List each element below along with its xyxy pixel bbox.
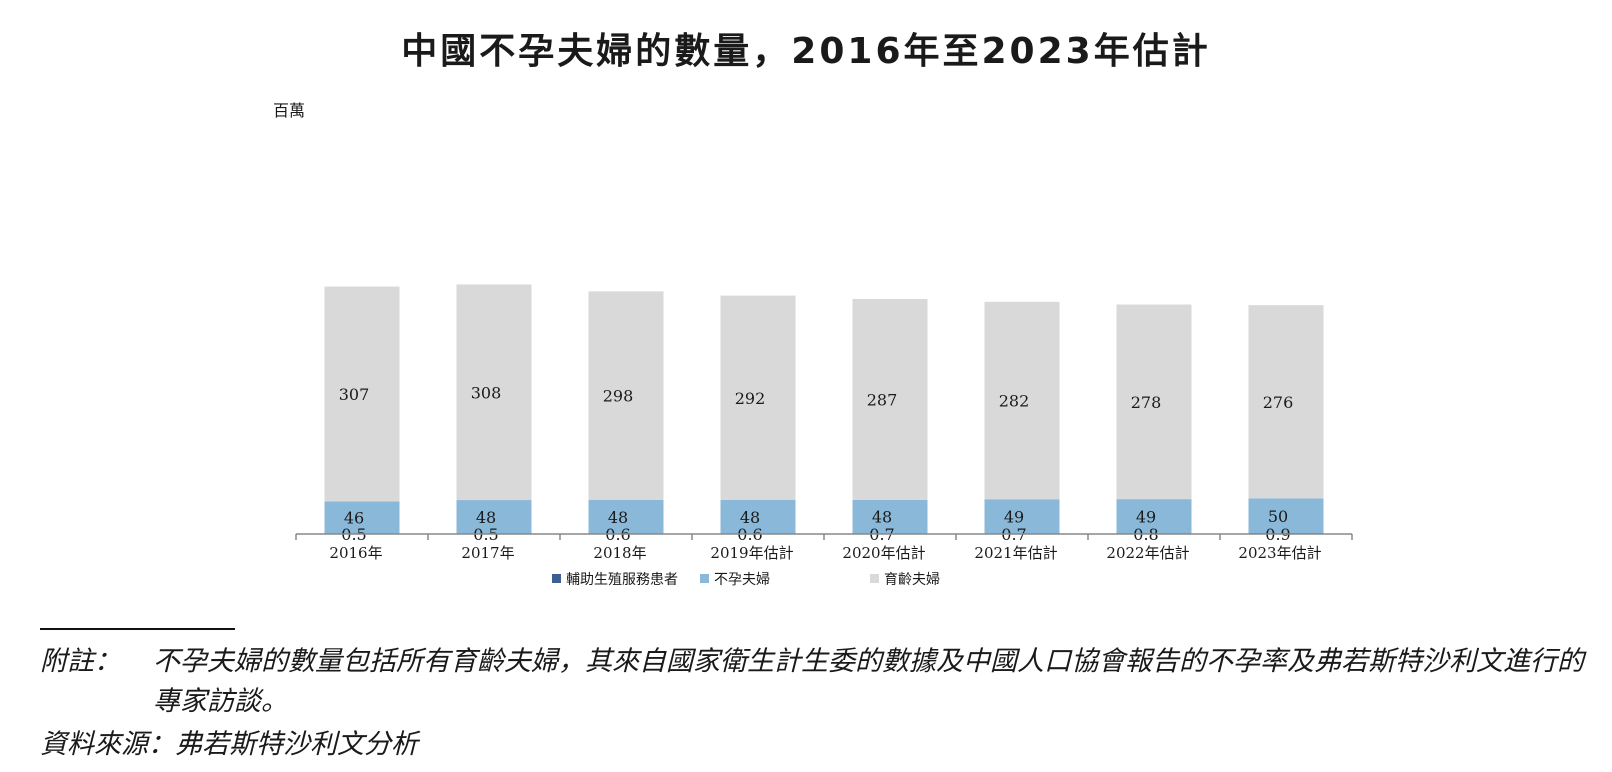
bar-segment xyxy=(984,301,1060,500)
data-label: 48 xyxy=(872,508,892,527)
data-label: 46 xyxy=(344,509,364,528)
data-label: 49 xyxy=(1136,507,1156,526)
bar-segment xyxy=(588,499,664,534)
chart-title: 中國不孕夫婦的數量，2016年至2023年估計 xyxy=(401,31,1211,72)
data-label: 292 xyxy=(735,389,766,408)
data-label: 308 xyxy=(471,383,502,402)
legend-label: 輔助生殖服務患者 xyxy=(566,571,678,588)
bar-segment xyxy=(324,286,400,502)
note-label: 附註： xyxy=(40,646,121,677)
bar-segment xyxy=(1116,499,1192,534)
legend-label: 不孕夫婦 xyxy=(714,571,770,588)
note-text: 不孕夫婦的數量包括所有育齡夫婦，其來自國家衛生計生委的數據及中國人口協會報告的不… xyxy=(153,646,1584,717)
source-text: 資料來源：弗若斯特沙利文分析 xyxy=(40,729,418,760)
legend-label: 育齡夫婦 xyxy=(884,571,940,588)
x-tick-label: 2019年估計 xyxy=(710,544,793,562)
bar-segment xyxy=(456,500,532,534)
legend-swatch xyxy=(552,574,561,583)
bar-segment xyxy=(1248,305,1324,499)
x-tick-label: 2018年 xyxy=(593,544,646,562)
data-label: 48 xyxy=(740,508,760,527)
data-label: 276 xyxy=(1263,393,1294,412)
data-label: 282 xyxy=(999,392,1030,411)
x-tick-label: 2017年 xyxy=(461,544,514,562)
x-tick-label: 2020年估計 xyxy=(842,544,925,562)
data-label: 48 xyxy=(476,508,496,527)
stacked-bar-chart: 百萬0.5463072016年0.5483082017年0.6482982018… xyxy=(273,101,1353,588)
bar-segment xyxy=(852,299,928,500)
bar-segment xyxy=(1116,304,1192,500)
legend-swatch xyxy=(700,574,709,583)
bar-segment xyxy=(720,499,796,534)
x-tick-label: 2022年估計 xyxy=(1106,544,1189,562)
legend-swatch xyxy=(870,574,879,583)
bar-segment xyxy=(1248,498,1324,534)
unit-label: 百萬 xyxy=(273,101,305,120)
bar-segment xyxy=(852,499,928,534)
x-tick-label: 2023年估計 xyxy=(1238,544,1321,562)
footnote-divider xyxy=(40,628,235,630)
x-tick-label: 2016年 xyxy=(329,544,382,562)
data-label: 278 xyxy=(1131,393,1162,412)
bar-segment xyxy=(588,291,664,500)
data-label: 49 xyxy=(1004,507,1024,526)
bar-segment xyxy=(720,295,796,500)
data-label: 298 xyxy=(603,387,634,406)
data-label: 48 xyxy=(608,508,628,527)
x-tick-label: 2021年估計 xyxy=(974,544,1057,562)
bar-segment xyxy=(984,499,1060,534)
bar-segment xyxy=(324,501,400,534)
data-label: 50 xyxy=(1268,507,1288,526)
bar-segment xyxy=(456,284,532,501)
data-label: 307 xyxy=(339,385,370,404)
data-label: 287 xyxy=(867,390,898,409)
